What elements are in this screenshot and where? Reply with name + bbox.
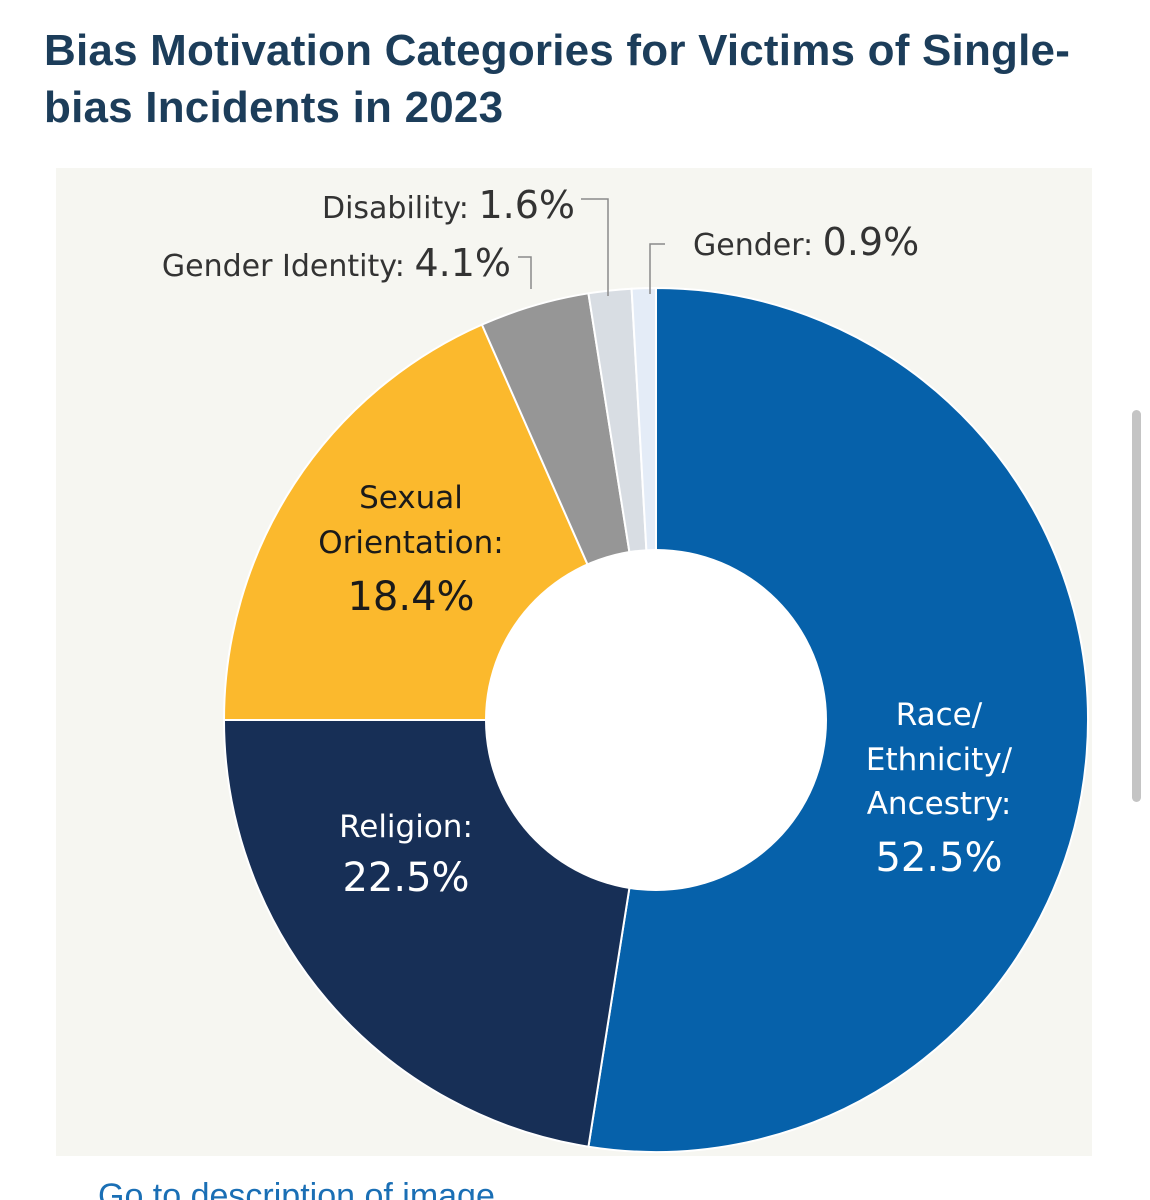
label-disability-value: 1.6% [478, 183, 575, 227]
label-sexual-orientation-line-1: Sexual [359, 480, 463, 516]
label-race-ethnicity-ancestry-line-1: Race/ [896, 697, 983, 733]
donut-chart: Race/Ethnicity/Ancestry: 52.5% Religion: 22… [162, 183, 1089, 1153]
slice-race-ethnicity-ancestry [587, 286, 1089, 1153]
label-gender-name: Gender: [693, 228, 823, 263]
label-sexual-orientation-value: 18.4% [347, 574, 474, 620]
label-disability-name: Disability: [322, 191, 478, 226]
slice-labels-layer: Race/Ethnicity/Ancestry: 52.5% Religion: 22… [162, 183, 1013, 901]
label-race-ethnicity-ancestry-value: 52.5% [875, 835, 1002, 881]
leader-line-gender-identity [518, 256, 532, 289]
label-gender-value: 0.9% [823, 220, 920, 264]
chart-panel: Race/Ethnicity/Ancestry: 52.5% Religion: 22… [56, 168, 1092, 1156]
label-gender-identity: Gender Identity: 4.1% [162, 241, 511, 285]
label-gender: Gender: 0.9% [693, 220, 919, 264]
label-religion-value: 22.5% [342, 855, 469, 901]
label-race-ethnicity-ancestry-line-2: Ethnicity/ [866, 742, 1013, 778]
leader-line-gender [649, 243, 665, 294]
label-gender-identity-name: Gender Identity: [162, 249, 415, 284]
donut-hole [485, 549, 827, 891]
scrollbar-thumb[interactable] [1132, 410, 1141, 802]
label-disability: Disability: 1.6% [322, 183, 575, 227]
label-race-ethnicity-ancestry-line-3: Ancestry: [867, 786, 1012, 822]
label-religion-line-1: Religion: [339, 809, 473, 845]
leader-lines-layer [518, 198, 665, 296]
label-sexual-orientation-line-2: Orientation: [318, 525, 503, 561]
page-title: Bias Motivation Categories for Victims o… [44, 26, 1071, 132]
leader-line-disability [581, 198, 609, 296]
label-gender-identity-value: 4.1% [414, 241, 511, 285]
image-description-link[interactable]: Go to description of image [98, 1177, 495, 1200]
slices-layer [222, 286, 1089, 1153]
